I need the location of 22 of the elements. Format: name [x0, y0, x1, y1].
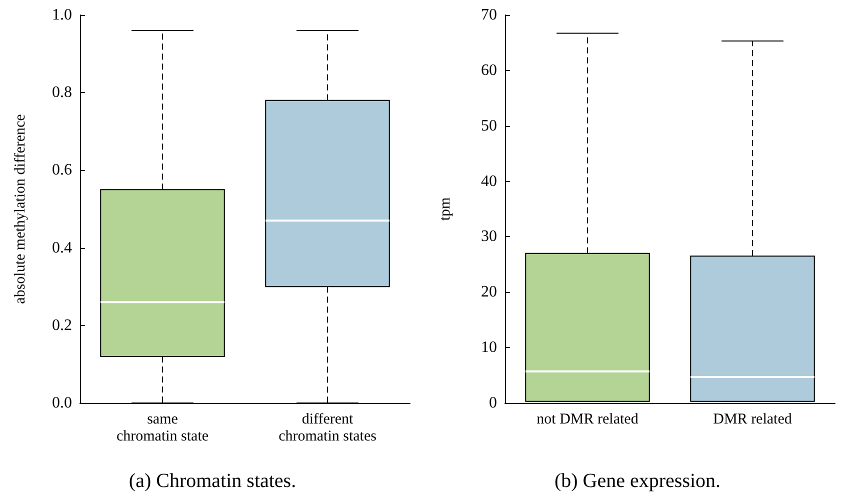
y-axis-title: tpm	[438, 197, 454, 221]
y-axis-title: absolute methylation difference	[12, 114, 28, 304]
y-tick-label: 60	[481, 62, 497, 79]
x-tick-label: not DMR related	[536, 412, 639, 428]
y-tick-label: 0	[489, 394, 497, 412]
y-tick-label: 40	[481, 172, 497, 190]
x-tick-label: same chromatin state	[116, 412, 209, 444]
y-tick-label: 20	[481, 284, 497, 301]
y-tick-label: 0.8	[52, 84, 72, 102]
y-tick-label: 70	[481, 6, 497, 24]
y-tick-label: 1.0	[52, 6, 72, 24]
x-tick-label: different chromatin states	[278, 412, 377, 444]
text: (b) Gene expression.	[554, 470, 721, 492]
y-tick-label: 0.2	[52, 316, 72, 334]
y-tick-label: 30	[481, 228, 497, 246]
y-tick-label: 50	[481, 117, 497, 134]
y-tick-label: 0.6	[52, 162, 72, 179]
y-tick-label: 0.4	[52, 239, 72, 256]
x-tick-label: DMR related	[713, 412, 792, 428]
y-tick-label: 10	[481, 339, 497, 356]
text: (a) Chromatin states.	[128, 470, 296, 492]
y-tick-label: 0.0	[52, 394, 72, 412]
